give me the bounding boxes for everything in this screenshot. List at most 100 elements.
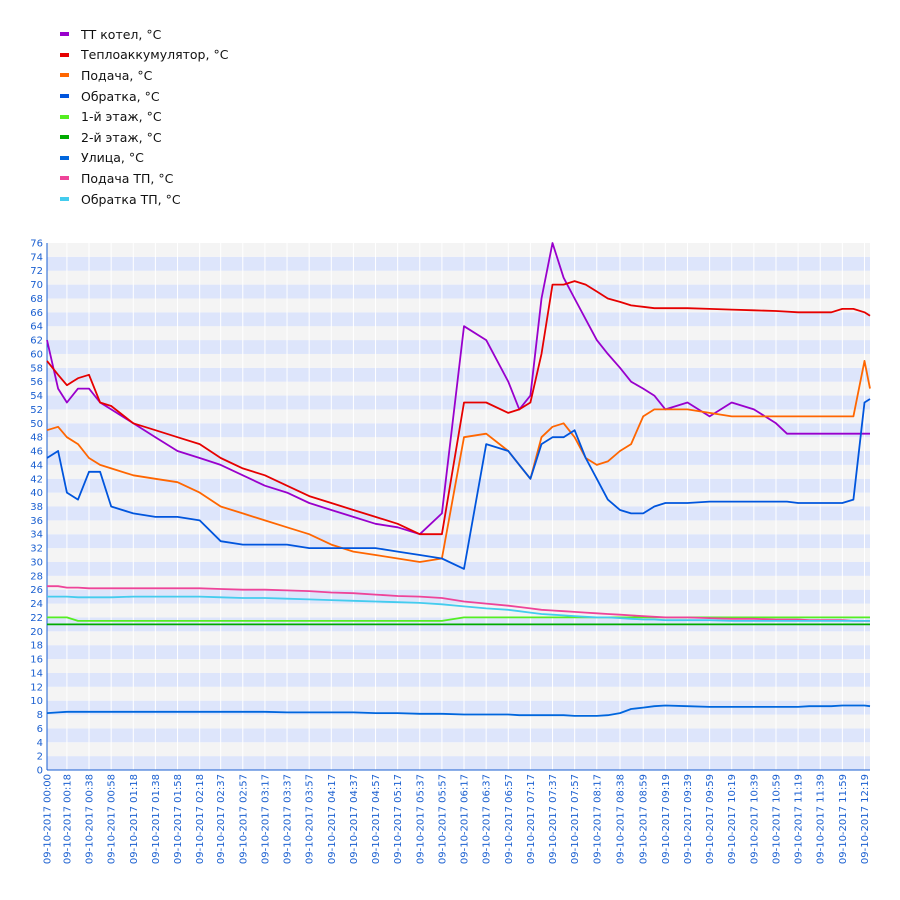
x-tick-label: 09-10-2017 06:17 [460,774,471,864]
x-tick-label: 09-10-2017 11:39 [816,774,827,864]
grid-band [47,672,870,687]
grid-band [47,603,870,618]
legend-item: Обратка, °C [60,86,228,107]
y-tick-label: 2 [37,752,43,763]
legend-item: 2-й этаж, °C [60,127,228,148]
legend-item: ТТ котел, °C [60,24,228,45]
x-tick-label: 09-10-2017 03:37 [283,774,294,864]
x-tick-label: 09-10-2017 01:38 [151,774,162,864]
legend-item: Подача, °C [60,65,228,86]
x-tick-label: 09-10-2017 07:37 [548,774,559,864]
legend-swatch [60,176,69,181]
y-tick-label: 24 [30,599,43,610]
legend-label: 2-й этаж, °C [81,129,162,145]
legend-label: 1-й этаж, °C [81,109,162,125]
y-tick-label: 58 [30,363,43,374]
grid-band [47,409,870,424]
y-tick-label: 30 [30,557,43,568]
y-tick-label: 16 [30,655,43,666]
y-tick-label: 14 [30,668,43,679]
x-tick-label: 09-10-2017 09:39 [683,774,694,864]
x-tick-label: 09-10-2017 10:19 [727,774,738,864]
legend-item: Теплоаккумулятор, °C [60,45,228,66]
x-tick-label: 09-10-2017 09:59 [705,774,716,864]
grid-band [47,451,870,465]
y-tick-label: 4 [37,738,43,749]
series-line-8 [47,595,870,622]
y-tick-label: 12 [30,682,43,693]
x-tick-label: 09-10-2017 08:59 [639,774,650,864]
y-tick-label: 0 [37,766,43,777]
legend-swatch [60,135,69,140]
y-tick-label: 46 [30,447,43,458]
series-line-7 [47,585,870,622]
x-tick-label: 09-10-2017 11:59 [838,774,849,864]
legend-swatch [60,52,69,57]
x-tick-label: 09-10-2017 00:58 [107,774,118,864]
x-tick-label: 09-10-2017 01:18 [129,774,140,864]
x-tick-label: 09-10-2017 03:57 [305,774,316,864]
legend-label: Обратка ТП, °C [81,191,181,207]
grid-band [47,270,870,285]
y-tick-label: 62 [30,336,43,347]
x-tick-label: 09-10-2017 06:57 [504,774,515,864]
y-tick-labels: 0246810121416182022242628303234363840424… [30,239,43,777]
x-tick-label: 09-10-2017 03:17 [260,774,271,864]
y-tick-label: 10 [30,696,43,707]
y-tick-label: 56 [30,377,43,388]
legend-swatch [60,114,69,119]
grid-band [47,756,870,770]
legend-swatch [60,197,69,202]
y-tick-label: 26 [30,585,43,596]
grid-band [47,312,870,327]
legend-swatch [60,94,69,99]
legend-label: Теплоаккумулятор, °C [81,47,229,63]
series-line-1 [46,280,871,536]
series-line-6 [46,704,871,717]
legend-swatch [60,73,69,78]
y-tick-label: 70 [30,280,43,291]
grid-band [47,561,870,576]
x-tick-label: 09-10-2017 07:17 [526,774,537,864]
legend-item: Подача ТП, °C [60,168,228,189]
grid-band [47,353,870,368]
legend-label: Обратка, °C [81,88,160,104]
grid-band [47,714,870,729]
y-tick-label: 22 [30,613,43,624]
grid-band [47,589,870,604]
grid-band [47,728,870,743]
grid-band [47,631,870,646]
series-line-4 [47,616,870,622]
grid-band [47,326,870,341]
x-tick-label: 09-10-2017 00:18 [62,774,73,864]
x-tick-label: 09-10-2017 09:19 [661,774,672,864]
grid-band [47,659,870,673]
y-tick-label: 18 [30,641,43,652]
grid-band [47,340,870,354]
grid-band [47,284,870,299]
y-tick-label: 40 [30,488,43,499]
x-tick-label: 09-10-2017 05:17 [393,774,404,864]
legend-swatch [60,32,69,37]
grid-band [47,243,870,257]
y-tick-label: 64 [30,322,43,333]
y-tick-label: 42 [30,474,43,485]
x-tick-label: 09-10-2017 08:17 [592,774,603,864]
y-tick-label: 32 [30,544,43,555]
x-tick-label: 09-10-2017 02:18 [195,774,206,864]
series-line-0 [46,242,870,536]
x-tick-label: 09-10-2017 04:17 [327,774,338,864]
series-lines [46,242,871,717]
grid-band [47,686,870,701]
x-tick-label: 09-10-2017 11:19 [794,774,805,864]
grid-band [47,437,870,452]
legend-label: ТТ котел, °C [81,26,162,42]
y-tick-label: 20 [30,627,43,638]
x-tick-label: 09-10-2017 01:58 [173,774,184,864]
legend-label: Подача ТП, °C [81,170,174,186]
grid-vertical [46,243,865,770]
x-tick-label: 09-10-2017 05:57 [437,774,448,864]
x-tick-label: 09-10-2017 02:57 [238,774,249,864]
grid-band [47,534,870,549]
